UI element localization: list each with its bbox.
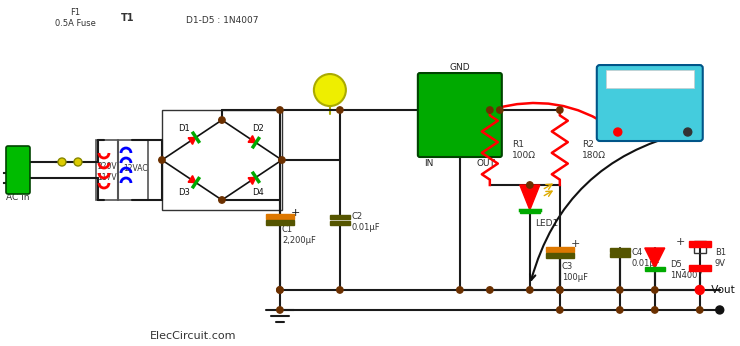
Polygon shape: [248, 177, 256, 184]
Bar: [610, 248, 630, 252]
FancyBboxPatch shape: [418, 73, 502, 157]
Circle shape: [277, 287, 283, 293]
Bar: [330, 221, 350, 225]
Circle shape: [556, 107, 563, 113]
Text: C3
100μF: C3 100μF: [562, 262, 588, 282]
Circle shape: [696, 287, 703, 293]
Polygon shape: [645, 248, 665, 268]
Circle shape: [314, 74, 346, 106]
Bar: [689, 265, 710, 271]
Circle shape: [556, 287, 563, 293]
Text: 5.0V: 5.0V: [634, 74, 666, 88]
Circle shape: [277, 107, 283, 113]
Circle shape: [613, 128, 622, 136]
Bar: [546, 253, 574, 258]
Text: + DCV -: + DCV -: [628, 111, 672, 121]
Text: D1: D1: [178, 124, 190, 133]
Bar: [162, 110, 282, 210]
Text: -: -: [680, 263, 685, 276]
Text: B1
9V: B1 9V: [715, 248, 726, 268]
Text: GND: GND: [449, 63, 470, 72]
Text: 12VAC: 12VAC: [124, 164, 148, 173]
Text: D5
1N4007: D5 1N4007: [670, 260, 702, 280]
Circle shape: [159, 157, 165, 163]
Circle shape: [337, 287, 343, 293]
Circle shape: [696, 285, 704, 294]
Text: OUT: OUT: [477, 158, 496, 167]
Text: +: +: [292, 208, 300, 218]
Polygon shape: [188, 137, 196, 144]
Circle shape: [716, 306, 724, 314]
Circle shape: [457, 287, 463, 293]
Bar: [546, 247, 574, 252]
Circle shape: [652, 287, 658, 293]
Text: D3: D3: [178, 189, 190, 198]
Circle shape: [277, 307, 283, 313]
Circle shape: [696, 307, 703, 313]
Polygon shape: [248, 136, 256, 143]
Bar: [266, 214, 294, 219]
Text: +: +: [571, 239, 580, 249]
Circle shape: [652, 307, 658, 313]
Text: Voltmeter: Voltmeter: [629, 93, 670, 102]
Text: C1
2,200μF: C1 2,200μF: [282, 225, 316, 245]
Circle shape: [279, 157, 285, 163]
Circle shape: [219, 197, 225, 203]
Text: ElecCircuit.com: ElecCircuit.com: [150, 331, 237, 341]
Text: T1: T1: [121, 13, 135, 23]
Circle shape: [337, 107, 343, 113]
Text: +: +: [676, 237, 684, 247]
Text: 220V
117V: 220V 117V: [97, 162, 117, 182]
Circle shape: [556, 287, 563, 293]
Text: AC in: AC in: [6, 193, 30, 202]
Text: D1-D5 : 1N4007: D1-D5 : 1N4007: [186, 16, 258, 25]
Text: IN: IN: [424, 158, 433, 167]
Text: R2
180Ω: R2 180Ω: [582, 140, 606, 160]
Bar: [96, 140, 148, 200]
Polygon shape: [188, 176, 196, 183]
Bar: [610, 253, 630, 257]
Circle shape: [58, 158, 66, 166]
Bar: [694, 241, 706, 253]
Bar: [606, 70, 694, 88]
Text: C2
0.01μF: C2 0.01μF: [352, 212, 380, 232]
FancyBboxPatch shape: [6, 146, 30, 194]
Circle shape: [277, 287, 283, 293]
Bar: [689, 241, 710, 247]
Text: Vout: Vout: [707, 285, 735, 295]
Text: D2: D2: [252, 124, 263, 133]
Text: IC1
7805: IC1 7805: [440, 100, 480, 130]
Circle shape: [684, 128, 692, 136]
FancyBboxPatch shape: [596, 65, 703, 141]
Bar: [266, 220, 294, 225]
Circle shape: [487, 107, 493, 113]
Circle shape: [527, 182, 533, 188]
Circle shape: [556, 307, 563, 313]
Text: C4
0.01μF: C4 0.01μF: [632, 248, 660, 268]
Bar: [519, 210, 539, 213]
Circle shape: [74, 158, 82, 166]
Circle shape: [497, 107, 503, 113]
Text: D4: D4: [252, 189, 263, 198]
Circle shape: [527, 287, 533, 293]
Bar: [645, 267, 665, 271]
Polygon shape: [519, 185, 539, 210]
Text: F1
0.5A Fuse: F1 0.5A Fuse: [55, 8, 95, 28]
Text: LED1: LED1: [535, 219, 558, 228]
Text: R1
100Ω: R1 100Ω: [512, 140, 536, 160]
Circle shape: [616, 307, 623, 313]
Bar: [330, 215, 350, 219]
Circle shape: [616, 287, 623, 293]
Circle shape: [219, 117, 225, 123]
Text: 16V: 16V: [319, 85, 341, 95]
Circle shape: [487, 287, 493, 293]
